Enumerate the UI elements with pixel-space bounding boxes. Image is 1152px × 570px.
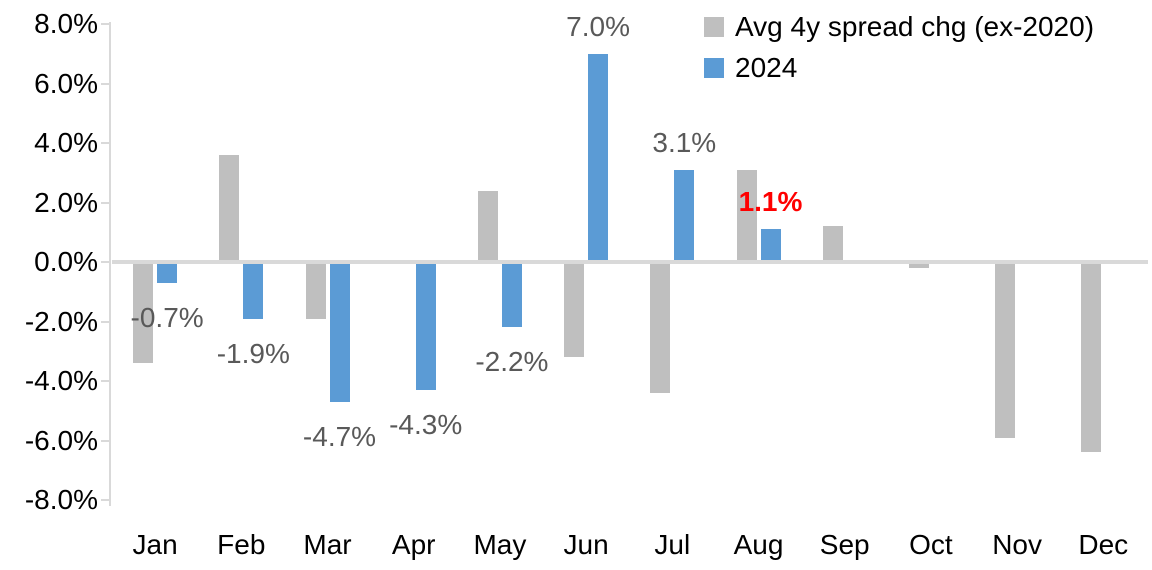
bar-2024-jan — [157, 262, 178, 283]
y-tick-mark — [101, 261, 110, 263]
data-label-jun: 7.0% — [566, 10, 630, 42]
bar-avg-dec — [1081, 262, 1102, 453]
legend-item-2024: 2024 — [704, 47, 1094, 88]
bar-avg-mar — [305, 262, 326, 319]
bar-2024-feb — [243, 262, 264, 319]
y-tick-mark — [101, 380, 110, 382]
data-label-feb: -1.9% — [216, 337, 290, 369]
y-tick-label: -6.0% — [24, 424, 98, 456]
x-tick-label-jun: Jun — [563, 529, 609, 560]
bar-avg-may — [477, 190, 498, 262]
y-tick-label: -8.0% — [24, 484, 98, 515]
data-label-jan: -0.7% — [130, 301, 204, 333]
y-tick-label: -2.0% — [24, 305, 98, 337]
data-label-apr: -4.3% — [389, 408, 463, 440]
legend-swatch-gray-icon — [704, 16, 724, 37]
legend-label-avg-spread: Avg 4y spread chg (ex-2020) — [735, 10, 1095, 42]
y-tick-label: -4.0% — [24, 365, 98, 396]
y-tick-mark — [101, 23, 110, 25]
bar-2024-mar — [329, 262, 350, 402]
x-tick-label-feb: Feb — [217, 529, 266, 560]
bar-avg-aug — [736, 169, 757, 262]
legend-label-2024: 2024 — [735, 51, 798, 83]
y-tick-label: 4.0% — [34, 127, 98, 158]
legend: Avg 4y spread chg (ex-2020) 2024 — [704, 6, 1094, 88]
x-tick-label-jul: Jul — [654, 529, 691, 560]
y-axis-line — [109, 22, 111, 506]
x-tick-label-sep: Sep — [819, 529, 870, 560]
bar-avg-nov — [995, 262, 1016, 438]
bar-avg-oct — [908, 262, 929, 268]
y-tick-mark — [101, 499, 110, 501]
bar-2024-may — [501, 262, 522, 328]
legend-swatch-blue-icon — [704, 57, 724, 78]
bar-avg-jun — [564, 262, 585, 358]
bar-avg-sep — [822, 226, 843, 262]
x-tick-label-nov: Nov — [992, 529, 1042, 560]
y-tick-mark — [101, 439, 110, 442]
bar-avg-jul — [650, 262, 671, 393]
data-label-aug: 1.1% — [738, 186, 803, 218]
legend-item-avg-spread: Avg 4y spread chg (ex-2020) — [704, 6, 1094, 47]
bar-2024-apr — [415, 262, 436, 390]
x-tick-label-may: May — [473, 529, 527, 560]
bar-2024-aug — [760, 229, 781, 262]
y-tick-mark — [101, 142, 110, 144]
y-tick-mark — [101, 82, 110, 85]
x-tick-label-oct: Oct — [909, 529, 953, 560]
bar-avg-jan — [133, 262, 154, 364]
x-tick-label-dec: Dec — [1078, 529, 1129, 560]
x-tick-label-mar: Mar — [303, 529, 352, 560]
bar-2024-jun — [588, 53, 609, 262]
data-label-may: -2.2% — [475, 346, 549, 378]
x-tick-label-aug: Aug — [733, 529, 784, 560]
x-tick-label-jan: Jan — [132, 529, 178, 560]
bar-2024-jul — [674, 169, 695, 262]
data-label-jul: 3.1% — [652, 126, 717, 158]
y-tick-label: 0.0% — [34, 246, 98, 277]
y-tick-label: 8.0% — [34, 8, 98, 39]
bar-avg-feb — [219, 154, 240, 262]
x-tick-label-apr: Apr — [391, 529, 436, 560]
y-tick-mark — [101, 320, 110, 323]
y-tick-label: 6.0% — [34, 67, 98, 99]
y-tick-mark — [101, 201, 110, 204]
data-label-mar: -4.7% — [302, 420, 377, 452]
y-tick-label: 2.0% — [34, 186, 98, 218]
zero-axis-line — [112, 260, 1148, 264]
